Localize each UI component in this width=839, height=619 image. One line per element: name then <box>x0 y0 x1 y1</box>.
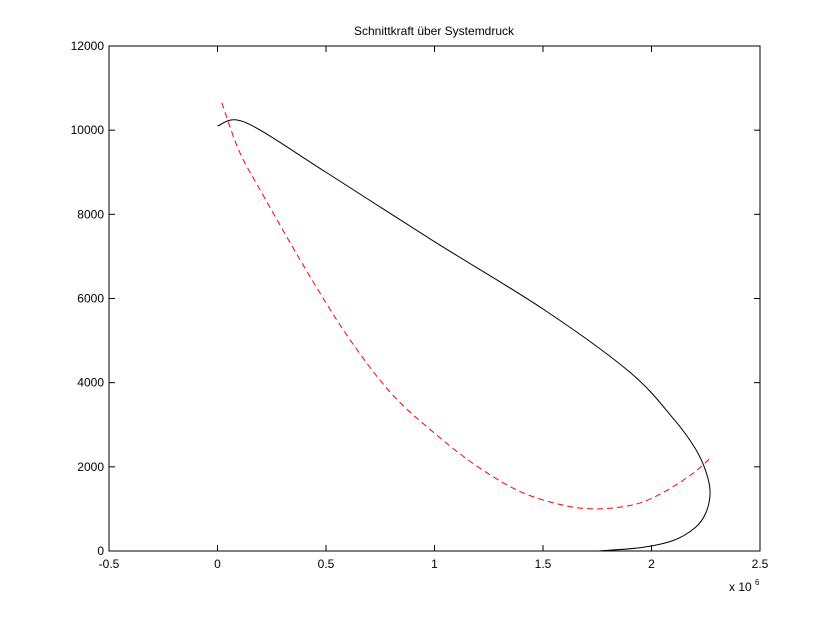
x-tick-label: 0.5 <box>318 557 335 571</box>
x-tick-label: 1 <box>431 557 438 571</box>
x-tick-label: 0 <box>214 557 221 571</box>
x-axis-multiplier-base: x 10 <box>729 580 752 594</box>
x-tick-label: 1.5 <box>535 557 552 571</box>
x-axis-multiplier: x 10 6 <box>729 578 760 594</box>
y-tick-label: 12000 <box>71 39 105 53</box>
series-line-solid-black <box>217 119 711 552</box>
y-tick-label: 10000 <box>71 123 105 137</box>
x-tick-label: 2 <box>648 557 655 571</box>
series-line-dashed-red <box>221 102 713 510</box>
y-axis-ticks: 0 2000 4000 6000 8000 10000 12000 <box>71 39 760 558</box>
y-tick-label: 2000 <box>77 460 104 474</box>
x-axis-multiplier-exponent: 6 <box>755 578 760 587</box>
series-layer <box>217 102 713 552</box>
x-axis-ticks: -0.5 0 0.5 1 1.5 2 2.5 <box>99 46 769 571</box>
y-tick-label: 0 <box>97 544 104 558</box>
plot-area-box <box>108 45 761 552</box>
y-tick-label: 4000 <box>77 376 104 390</box>
x-tick-label: -0.5 <box>99 557 120 571</box>
chart-title: Schnittkraft über Systemdruck <box>354 24 515 38</box>
y-tick-label: 6000 <box>77 292 104 306</box>
y-tick-label: 8000 <box>77 207 104 221</box>
x-tick-label: 2.5 <box>752 557 769 571</box>
